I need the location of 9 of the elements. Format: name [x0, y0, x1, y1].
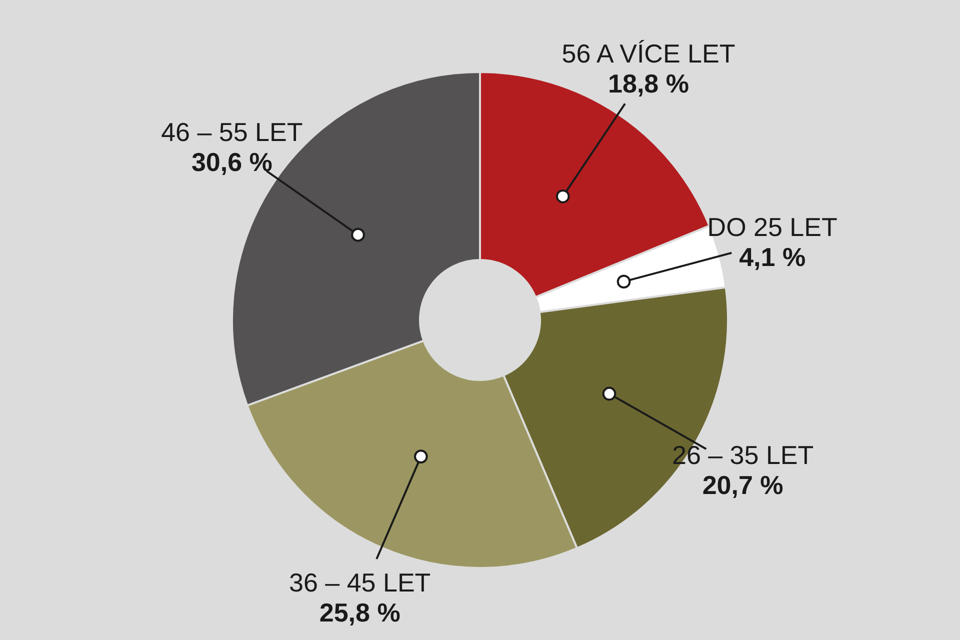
data-label: 18,8 % — [608, 68, 689, 99]
data-label: 20,7 % — [702, 470, 784, 500]
slice-label: 56 A VÍCE LET — [562, 38, 736, 69]
data-label: 30,6 % — [191, 146, 272, 177]
data-label: 25,8 % — [319, 598, 400, 628]
slice-label: DO 25 LET — [707, 212, 838, 242]
slice-label: 36 – 45 LET — [289, 568, 431, 598]
data-label: 4,1 % — [739, 242, 806, 272]
slice-label: 46 – 55 LET — [161, 116, 303, 147]
